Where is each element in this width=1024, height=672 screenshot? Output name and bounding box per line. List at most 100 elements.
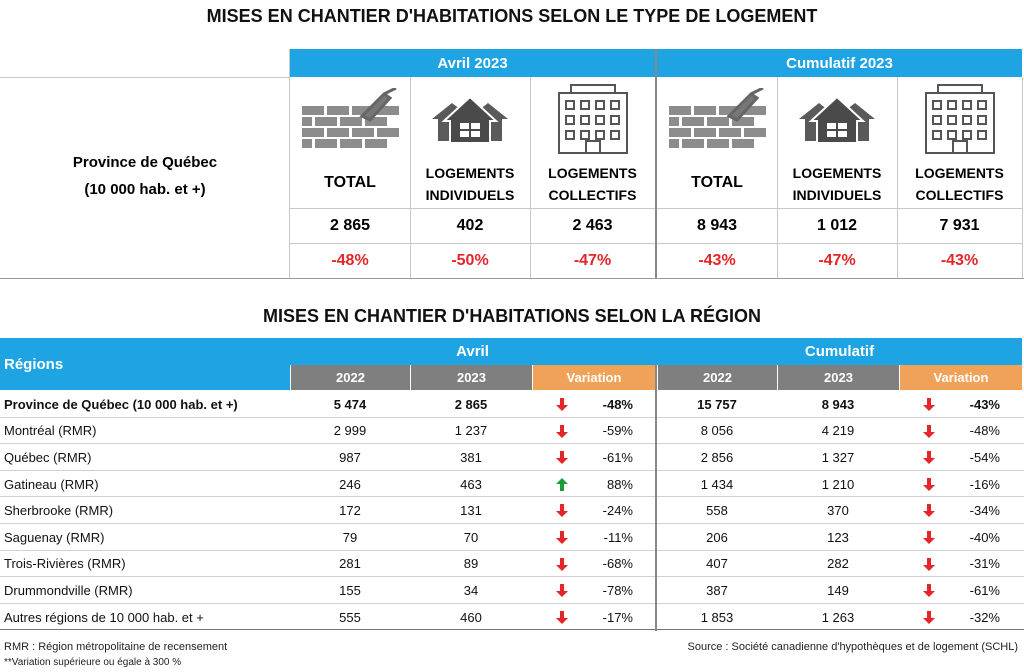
rule [657,208,1022,209]
trend-arrow [556,557,568,571]
variation: -17% [602,609,633,625]
trend-arrow [556,451,568,465]
arrow-graphic [556,531,568,544]
column-label: INDIVIDUELS [792,187,882,203]
count: 1 237 [454,423,488,439]
group-header: Avril 2023 [290,49,655,77]
rule [657,243,1022,244]
count: 155 [339,582,361,598]
column-value: 2 865 [329,216,371,234]
row-label: Province de Québec [72,153,218,171]
arrow-graphic [556,424,568,438]
arrow-graphic [923,504,935,518]
count: 463 [460,476,482,492]
variation: -34% [969,503,1000,519]
variation: -59% [602,423,633,439]
note: RMR : Région métropolitaine de recenseme… [4,641,228,653]
arrow-graphic [556,610,568,624]
group-header: Cumulatif 2023 [657,49,1022,77]
count: 2 865 [454,396,488,412]
column-value: 2 463 [572,216,613,234]
column-label: COLLECTIFS [915,187,1004,203]
count: 1 853 [700,609,734,625]
subheader: Variation [899,365,1022,390]
column-variation: -43% [698,251,736,269]
arrow-graphic [556,557,568,571]
trend-arrow [556,398,568,411]
count: 149 [827,582,849,598]
variation: -32% [969,609,1000,625]
icon-graphic [667,88,766,150]
rule [0,629,1024,630]
region-name: Trois-Rivières (RMR) [4,556,126,572]
rule [0,77,290,78]
variation: -61% [969,582,1000,598]
rule [897,77,898,278]
icon [777,80,897,158]
rule [0,443,1024,444]
rule [0,278,1024,279]
arrow-graphic [923,477,935,491]
variation: -16% [969,476,1000,492]
column-variation: -47% [818,251,856,269]
column-value: 1 012 [816,216,858,234]
count: 8 943 [821,396,855,412]
region-name: Sherbrooke (RMR) [4,503,114,519]
trend-arrow [556,477,568,491]
subheader: 2023 [410,365,532,390]
subheader: Variation [532,365,655,390]
count: 131 [460,503,482,519]
count: 407 [706,556,728,572]
icon-graphic [557,84,628,154]
subheader: 2022 [290,365,410,390]
arrow-graphic [556,451,568,465]
count: 8 056 [700,423,734,439]
rule [290,243,655,244]
rule [0,603,1024,604]
count: 555 [339,609,361,625]
arrow-graphic [923,584,935,598]
icon [897,80,1022,158]
arrow-graphic [923,451,935,465]
group-header: Avril [290,338,655,365]
icon-graphic [799,95,875,144]
rule [410,77,411,278]
arrow-graphic [923,398,935,411]
count: 460 [460,609,482,625]
count: 1 434 [700,476,734,492]
column-label: TOTAL [691,174,743,191]
count: 79 [342,529,358,545]
rule [530,77,531,278]
variation: -48% [602,396,633,412]
region-name: Gatineau (RMR) [4,476,99,492]
count: 172 [339,503,361,519]
count: 1 327 [821,449,855,465]
trend-arrow [556,531,568,544]
count: 34 [463,582,479,598]
icon-graphic [924,84,995,154]
arrow-graphic [923,424,935,438]
region-name: Drummondville (RMR) [4,582,133,598]
arrow-graphic [923,610,935,624]
rule [290,208,655,209]
icon [530,80,655,158]
variation: -43% [969,396,1000,412]
count: 1 263 [821,609,855,625]
count: 5 474 [333,396,367,412]
trend-arrow [923,398,935,411]
trend-arrow [923,424,935,438]
count: 246 [339,476,361,492]
icon-graphic [432,95,508,144]
count: 987 [339,449,361,465]
title: MISES EN CHANTIER D'HABITATIONS SELON LE… [206,5,818,26]
column-label: TOTAL [324,174,376,191]
group-header: Cumulatif [657,338,1022,365]
column-label: LOGEMENTS [425,165,515,181]
note: **Variation supérieure ou égale à 300 % [4,656,182,668]
arrow-graphic [556,584,568,598]
count: 281 [339,556,361,572]
arrow-graphic [556,398,568,411]
column-variation: -50% [451,251,489,269]
column-variation: -48% [331,251,369,269]
